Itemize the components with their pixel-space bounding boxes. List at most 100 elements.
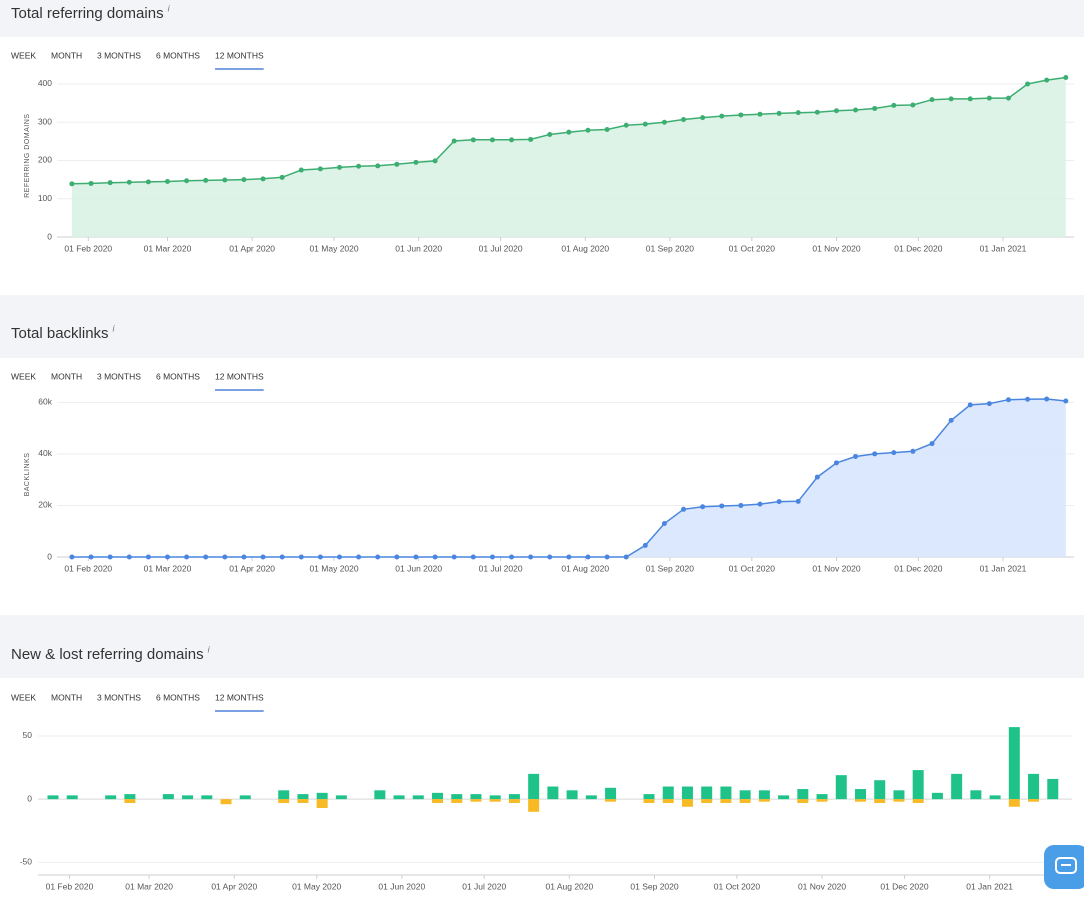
point bbox=[719, 503, 725, 509]
point bbox=[566, 554, 572, 560]
point bbox=[337, 164, 343, 170]
x-tick-label: 01 Jun 2020 bbox=[395, 563, 442, 573]
bar bbox=[912, 799, 924, 803]
period-tab[interactable]: MONTH bbox=[51, 692, 82, 702]
point bbox=[279, 174, 285, 180]
point bbox=[164, 179, 170, 185]
point bbox=[967, 402, 973, 408]
chat-icon[interactable] bbox=[1055, 857, 1077, 874]
bar bbox=[566, 790, 578, 800]
info-icon[interactable]: i bbox=[113, 323, 116, 333]
x-tick-label: 01 Apr 2020 bbox=[211, 881, 257, 891]
point bbox=[413, 159, 419, 165]
bar bbox=[201, 795, 213, 800]
point bbox=[375, 554, 381, 560]
bar bbox=[470, 799, 482, 802]
point bbox=[547, 131, 553, 137]
y-tick-label: 200 bbox=[38, 155, 52, 165]
x-tick-label: 01 Nov 2020 bbox=[812, 243, 860, 253]
period-tab[interactable]: 6 MONTHS bbox=[156, 692, 200, 702]
bar bbox=[662, 799, 674, 803]
point bbox=[1063, 74, 1069, 80]
point bbox=[145, 554, 151, 560]
point bbox=[642, 121, 648, 127]
area bbox=[71, 399, 1066, 557]
bar bbox=[893, 799, 905, 802]
bar bbox=[643, 799, 655, 803]
point bbox=[260, 176, 266, 182]
bar bbox=[720, 786, 732, 800]
period-tab[interactable]: WEEK bbox=[11, 692, 36, 702]
point bbox=[738, 112, 744, 118]
point bbox=[719, 113, 725, 119]
info-icon[interactable]: i bbox=[168, 3, 171, 13]
bar bbox=[316, 799, 328, 809]
point bbox=[948, 417, 954, 423]
point bbox=[661, 119, 667, 125]
period-tab[interactable]: WEEK bbox=[11, 50, 36, 60]
period-tab[interactable]: 3 MONTHS bbox=[97, 692, 141, 702]
area bbox=[71, 77, 1066, 237]
point bbox=[241, 177, 247, 183]
point bbox=[69, 181, 75, 187]
period-tab[interactable]: MONTH bbox=[51, 371, 82, 381]
bar bbox=[297, 794, 309, 800]
point bbox=[432, 554, 438, 560]
bar bbox=[989, 795, 1001, 800]
bar bbox=[816, 799, 828, 802]
bar bbox=[162, 794, 174, 800]
y-tick-label: 60k bbox=[38, 397, 52, 407]
x-tick-label: 01 Oct 2020 bbox=[729, 243, 776, 253]
point bbox=[986, 401, 992, 407]
y-tick-label: 400 bbox=[38, 78, 52, 88]
y-axis-label: BACKLINKS bbox=[24, 453, 31, 497]
bar bbox=[393, 795, 405, 800]
x-tick-label: 01 Jul 2020 bbox=[462, 881, 506, 891]
x-tick-label: 01 Nov 2020 bbox=[798, 881, 846, 891]
period-tab[interactable]: 12 MONTHS bbox=[215, 50, 264, 60]
period-tab[interactable]: 12 MONTHS bbox=[215, 371, 264, 381]
bar bbox=[605, 787, 617, 800]
chat-button-bg[interactable] bbox=[1044, 845, 1084, 889]
x-tick-label: 01 Sep 2020 bbox=[646, 243, 694, 253]
period-tab[interactable]: 6 MONTHS bbox=[156, 371, 200, 381]
period-tab[interactable]: WEEK bbox=[11, 371, 36, 381]
point bbox=[585, 127, 591, 133]
period-tab[interactable]: 12 MONTHS bbox=[215, 692, 264, 702]
bar bbox=[739, 799, 751, 803]
x-tick-label: 01 Aug 2020 bbox=[545, 881, 593, 891]
x-tick-label: 01 Jul 2020 bbox=[479, 243, 523, 253]
x-tick-label: 01 Feb 2020 bbox=[64, 243, 112, 253]
point bbox=[145, 179, 151, 185]
point bbox=[1044, 396, 1050, 402]
x-tick-label: 01 Oct 2020 bbox=[729, 563, 776, 573]
point bbox=[356, 554, 362, 560]
bar bbox=[489, 799, 501, 802]
period-tab[interactable]: 6 MONTHS bbox=[156, 50, 200, 60]
point bbox=[795, 110, 801, 116]
bar bbox=[528, 799, 540, 812]
x-tick-label: 01 Feb 2020 bbox=[46, 881, 94, 891]
point bbox=[164, 554, 170, 560]
point bbox=[757, 501, 763, 507]
point bbox=[872, 105, 878, 111]
bar bbox=[701, 786, 713, 800]
point bbox=[394, 161, 400, 167]
point bbox=[623, 554, 629, 560]
x-tick-label: 01 Jan 2021 bbox=[980, 243, 1027, 253]
point bbox=[126, 179, 132, 185]
info-icon[interactable]: i bbox=[208, 644, 211, 654]
point bbox=[1044, 77, 1050, 83]
period-tab[interactable]: MONTH bbox=[51, 50, 82, 60]
period-tab[interactable]: 3 MONTHS bbox=[97, 50, 141, 60]
bar bbox=[1047, 778, 1059, 800]
x-tick-label: 01 Jun 2020 bbox=[378, 881, 425, 891]
point bbox=[432, 158, 438, 164]
bar bbox=[662, 786, 674, 800]
period-tab[interactable]: 3 MONTHS bbox=[97, 371, 141, 381]
point bbox=[833, 460, 839, 466]
x-tick-label: 01 May 2020 bbox=[309, 243, 358, 253]
point bbox=[394, 554, 400, 560]
chat-button[interactable] bbox=[1044, 845, 1084, 889]
bar bbox=[451, 794, 463, 800]
